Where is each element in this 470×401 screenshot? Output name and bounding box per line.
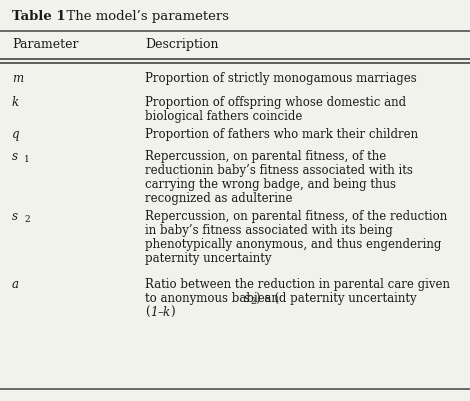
Text: Repercussion, on parental fitness, of the reduction: Repercussion, on parental fitness, of th… — [145, 209, 447, 223]
Text: s: s — [244, 291, 250, 304]
Text: Description: Description — [145, 38, 219, 51]
Text: carrying the wrong badge, and being thus: carrying the wrong badge, and being thus — [145, 178, 396, 190]
Text: phenotypically anonymous, and thus engendering: phenotypically anonymous, and thus engen… — [145, 237, 441, 250]
Text: a: a — [12, 277, 19, 290]
Text: m: m — [12, 72, 23, 85]
Text: 1: 1 — [150, 305, 157, 318]
Text: 2: 2 — [24, 215, 30, 223]
Text: recognized as adulterine: recognized as adulterine — [145, 192, 292, 205]
Text: (: ( — [145, 305, 149, 318]
Text: k: k — [12, 96, 19, 109]
Text: The model’s parameters: The model’s parameters — [58, 10, 229, 23]
Text: to anonymous babies (: to anonymous babies ( — [145, 291, 279, 304]
Text: s: s — [12, 150, 18, 162]
Text: Table 1: Table 1 — [12, 10, 66, 23]
Text: paternity uncertainty: paternity uncertainty — [145, 251, 272, 264]
Text: –: – — [157, 305, 163, 318]
Text: reductionin baby’s fitness associated with its: reductionin baby’s fitness associated wi… — [145, 164, 413, 176]
Text: Proportion of fathers who mark their children: Proportion of fathers who mark their chi… — [145, 128, 418, 141]
Text: s: s — [12, 209, 18, 223]
Text: ) and paternity uncertainty: ) and paternity uncertainty — [256, 291, 417, 304]
Text: q: q — [12, 128, 19, 141]
Text: Proportion of offspring whose domestic and: Proportion of offspring whose domestic a… — [145, 96, 406, 109]
Text: k: k — [163, 305, 170, 318]
Text: 2: 2 — [250, 296, 256, 305]
Text: Proportion of strictly monogamous marriages: Proportion of strictly monogamous marria… — [145, 72, 417, 85]
Text: Repercussion, on parental fitness, of the: Repercussion, on parental fitness, of th… — [145, 150, 386, 162]
Text: biological fathers coincide: biological fathers coincide — [145, 110, 302, 123]
Text: in baby’s fitness associated with its being: in baby’s fitness associated with its be… — [145, 223, 393, 237]
Text: Parameter: Parameter — [12, 38, 78, 51]
Text: ): ) — [170, 305, 175, 318]
Text: Ratio between the reduction in parental care given: Ratio between the reduction in parental … — [145, 277, 450, 290]
Text: 1: 1 — [24, 155, 30, 164]
